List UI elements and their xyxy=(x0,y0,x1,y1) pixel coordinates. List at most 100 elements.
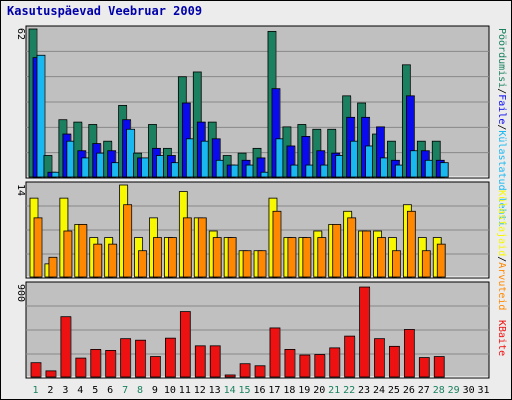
bar-fill xyxy=(45,370,57,378)
bar-fill xyxy=(105,350,117,378)
x-label-day-24: 24 xyxy=(373,385,385,396)
bar-bottom-s0-day17 xyxy=(269,327,281,378)
bar-fill xyxy=(138,250,147,278)
x-label-day-13: 13 xyxy=(209,385,221,396)
x-label-day-16: 16 xyxy=(253,385,265,396)
x-label-day-3: 3 xyxy=(62,385,68,396)
bar-middle-s1-day19 xyxy=(302,237,312,278)
bar-middle-s1-day1 xyxy=(33,217,43,278)
bar-fill xyxy=(224,374,236,378)
bar-middle-s1-day7 xyxy=(123,204,133,278)
bar-middle-s1-day2 xyxy=(48,256,58,278)
bar-fill xyxy=(242,250,252,278)
bar-middle-s1-day11 xyxy=(182,217,192,278)
bar-middle-s1-day17 xyxy=(272,210,282,278)
bar-middle-s1-day25 xyxy=(392,250,401,278)
x-label-day-20: 20 xyxy=(313,385,325,396)
bar-middle-s1-day8 xyxy=(138,250,148,278)
legend-top-part-3: / xyxy=(496,124,507,130)
bar-bottom-s0-day7 xyxy=(120,338,132,378)
x-label-day-9: 9 xyxy=(152,385,158,396)
bar-bottom-s0-day20 xyxy=(314,354,326,378)
bar-middle-s1-day5 xyxy=(93,243,103,278)
ymax-label-bottom: 900 xyxy=(15,284,26,302)
bar-fill xyxy=(254,365,266,378)
bar-middle-s1-day27 xyxy=(421,250,431,278)
x-label-day-19: 19 xyxy=(298,385,310,396)
bar-fill xyxy=(392,250,401,278)
x-label-day-18: 18 xyxy=(283,385,295,396)
bar-bottom-s0-day27 xyxy=(418,357,430,378)
bar-fill xyxy=(377,237,386,278)
x-label-day-8: 8 xyxy=(137,385,143,396)
bar-bottom-s0-day8 xyxy=(135,339,147,378)
bar-fill xyxy=(329,347,341,378)
bar-middle-s1-day16 xyxy=(257,250,267,278)
x-label-day-6: 6 xyxy=(107,385,113,396)
bar-bottom-s0-day14 xyxy=(224,374,236,378)
bar-fill xyxy=(421,250,431,278)
bar-fill xyxy=(90,348,102,378)
bar-fill xyxy=(439,162,449,178)
bar-middle-s1-day12 xyxy=(197,217,207,278)
x-label-day-23: 23 xyxy=(358,385,370,396)
bar-fill xyxy=(314,354,326,378)
x-label-day-12: 12 xyxy=(194,385,206,396)
bar-bottom-s0-day18 xyxy=(284,348,296,378)
bar-middle-s1-day15 xyxy=(242,250,252,278)
bar-fill xyxy=(63,230,73,278)
bar-fill xyxy=(389,345,400,378)
bar-fill xyxy=(135,339,146,378)
chart-title: Kasutuspäevad Veebruar 2009 xyxy=(7,4,203,18)
bar-bottom-s0-day2 xyxy=(45,370,57,378)
x-label-day-31: 31 xyxy=(478,385,490,396)
bar-middle-s1-day3 xyxy=(63,230,73,278)
bar-fill xyxy=(284,348,296,378)
legend-bottom-part-0: KBaite xyxy=(496,320,507,356)
bar-fill xyxy=(60,316,72,378)
x-label-day-30: 30 xyxy=(463,385,475,396)
bar-top-s2-day28 xyxy=(439,162,449,178)
bar-fill xyxy=(120,338,132,378)
bar-middle-s1-day23 xyxy=(362,230,372,278)
bar-middle-s1-day10 xyxy=(168,237,177,278)
bar-fill xyxy=(302,237,312,278)
bar-fill xyxy=(299,354,311,378)
x-label-day-15: 15 xyxy=(239,385,251,396)
legend-middle-part-2: Arvuteid xyxy=(496,262,507,310)
bar-middle-s1-day24 xyxy=(377,237,387,278)
legend-top-part-0: Pöördumisi xyxy=(496,28,507,88)
bar-fill xyxy=(287,237,297,278)
x-label-day-5: 5 xyxy=(92,385,98,396)
bar-middle-s1-day4 xyxy=(78,224,88,278)
bar-middle-s1-day9 xyxy=(153,237,162,278)
bar-fill xyxy=(197,217,207,278)
bar-fill xyxy=(418,357,430,378)
bar-middle-s1-day20 xyxy=(317,237,327,278)
legend-bottom: KBaite xyxy=(496,320,507,356)
bar-bottom-s0-day9 xyxy=(150,356,161,378)
bar-fill xyxy=(123,204,133,278)
bar-middle-s1-day21 xyxy=(332,224,342,278)
bar-fill xyxy=(239,363,251,378)
bar-bottom-s0-day3 xyxy=(60,316,72,378)
bar-fill xyxy=(436,243,446,278)
bar-middle-s1-day14 xyxy=(227,237,237,278)
bar-fill xyxy=(153,237,162,278)
bar-bottom-s0-day21 xyxy=(329,347,341,378)
bar-fill xyxy=(332,224,342,278)
bar-fill xyxy=(433,356,445,378)
bar-fill xyxy=(403,329,415,378)
bar-fill xyxy=(194,345,206,378)
legend-top-part-2: Faile xyxy=(496,94,507,124)
x-label-day-27: 27 xyxy=(418,385,430,396)
bar-fill xyxy=(269,327,281,378)
x-label-day-2: 2 xyxy=(47,385,53,396)
bar-bottom-s0-day6 xyxy=(105,350,117,378)
bar-fill xyxy=(272,210,282,278)
bar-fill xyxy=(165,337,176,378)
bar-fill xyxy=(209,345,221,378)
bar-middle-s1-day22 xyxy=(347,217,357,278)
bar-fill xyxy=(344,335,356,378)
